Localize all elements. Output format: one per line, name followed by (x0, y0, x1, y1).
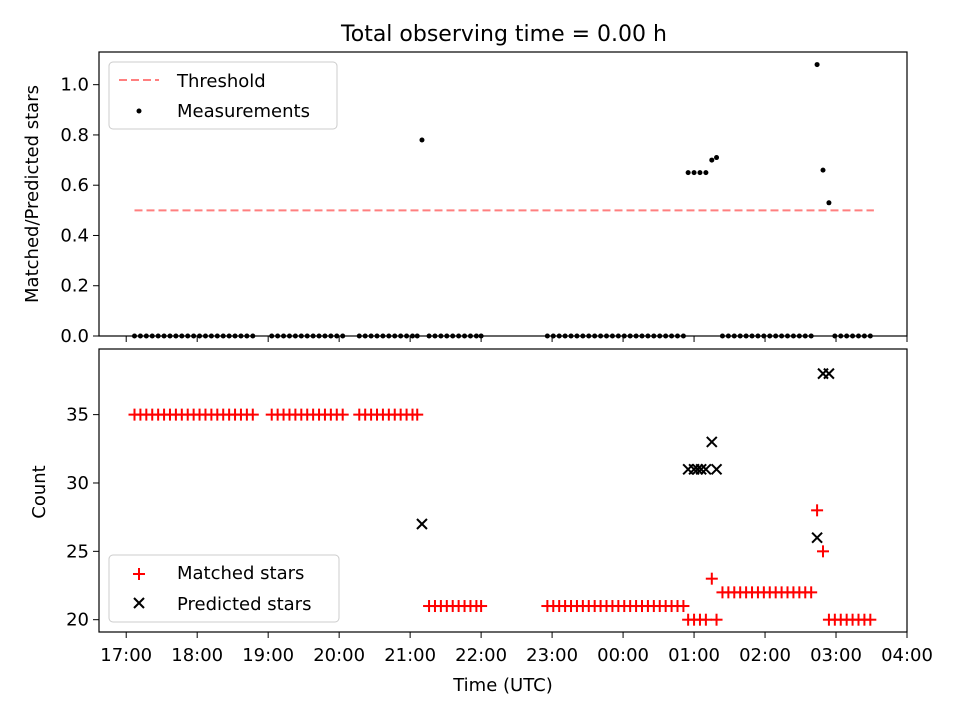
x-tick-label: 02:00 (739, 645, 791, 666)
top-y-tick-label: 0.8 (60, 125, 89, 146)
matched-star-point (811, 504, 824, 517)
x-tick-label: 23:00 (526, 645, 578, 666)
x-tick-label: 18:00 (171, 645, 223, 666)
bottom-y-tick-label: 20 (66, 610, 89, 631)
x-tick-label: 03:00 (810, 645, 862, 666)
measurements-legend-swatch (136, 108, 142, 114)
top-y-tick-label: 0.4 (60, 225, 89, 246)
x-tick-label: 19:00 (242, 645, 294, 666)
measurement-point (826, 200, 832, 206)
matched-star-point (705, 572, 718, 585)
measurement-point (709, 157, 715, 163)
matched-star-point (699, 613, 712, 626)
top-y-axis-label: Matched/Predicted stars (22, 85, 43, 303)
matched-star-point (411, 408, 424, 421)
predicted-stars-legend-swatch (133, 597, 145, 609)
x-tick-label: 01:00 (668, 645, 720, 666)
predicted-star-point (811, 531, 823, 544)
predicted-star-point (710, 463, 723, 476)
x-axis-label: Time (UTC) (452, 675, 553, 696)
matched-star-point (677, 600, 690, 613)
matched-stars-legend-swatch (133, 568, 145, 580)
matched-star-point (710, 613, 723, 626)
threshold-legend-label: Threshold (176, 71, 266, 92)
top-y-tick-label: 0.0 (60, 326, 89, 347)
predicted-star-point (706, 436, 718, 448)
top-plot-frame (98, 51, 908, 337)
measurement-point (691, 170, 697, 176)
chart-title: Total observing time = 0.00 h (340, 22, 667, 47)
measurement-point (703, 170, 709, 176)
matched-stars-series (128, 408, 877, 626)
x-tick-label: 21:00 (384, 645, 436, 666)
bottom-y-tick-label: 30 (66, 473, 89, 494)
top-x-ticks (125, 336, 908, 342)
matched-star-point (475, 600, 488, 613)
bottom-panel: 20 25 30 35 Count 17:00 18:00 19:00 20:00 21:00… (29, 348, 933, 696)
matched-star-point (817, 545, 830, 558)
top-legend-box (108, 61, 338, 130)
x-tick-label: 00:00 (597, 645, 649, 666)
x-tick-label: 20:00 (313, 645, 365, 666)
measurements-legend-label: Measurements (177, 101, 310, 122)
measurement-point (419, 137, 425, 143)
measurement-point (697, 170, 703, 176)
matched-star-point (864, 613, 877, 626)
bottom-y-tick-label: 35 (66, 405, 89, 426)
predicted-star-point (823, 367, 835, 380)
measurement-point (685, 170, 691, 176)
top-legend: Threshold Measurements (108, 61, 338, 130)
bottom-x-axis: 17:00 18:00 19:00 20:00 21:00 22:00 23:00 00:00… (100, 632, 933, 666)
bottom-plot-frame (98, 348, 908, 633)
matched-star-point (336, 408, 349, 421)
predicted-star-point (416, 518, 428, 530)
predicted-stars-legend-label: Predicted stars (177, 594, 311, 615)
measurement-point (814, 62, 820, 68)
predicted-stars-series (416, 367, 835, 544)
top-y-tick-label: 0.2 (60, 276, 89, 297)
x-tick-label: 17:00 (100, 645, 152, 666)
predicted-star-point (700, 463, 712, 476)
bottom-y-tick-label: 25 (66, 541, 89, 562)
top-y-axis: 0.0 0.2 0.4 0.6 0.8 1.0 (60, 75, 99, 347)
measurement-point (820, 167, 826, 173)
x-tick-label: 04:00 (881, 645, 933, 666)
predicted-star-point (691, 463, 704, 476)
measurement-point (714, 155, 720, 161)
matched-star-point (246, 408, 259, 421)
top-y-tick-label: 1.0 (60, 75, 89, 96)
bottom-legend-box (108, 554, 340, 623)
bottom-legend: Matched stars Predicted stars (108, 554, 340, 623)
matched-stars-legend-label: Matched stars (177, 563, 304, 584)
bottom-y-axis-label: Count (29, 465, 50, 518)
predicted-star-point (695, 463, 707, 476)
top-panel: 0.0 0.2 0.4 0.6 0.8 1.0 Matched/Predicted sta… (22, 51, 908, 347)
x-tick-label: 22:00 (455, 645, 507, 666)
bottom-y-axis: 20 25 30 35 (66, 405, 99, 631)
top-y-tick-label: 0.6 (60, 175, 89, 196)
matched-star-point (805, 586, 818, 599)
